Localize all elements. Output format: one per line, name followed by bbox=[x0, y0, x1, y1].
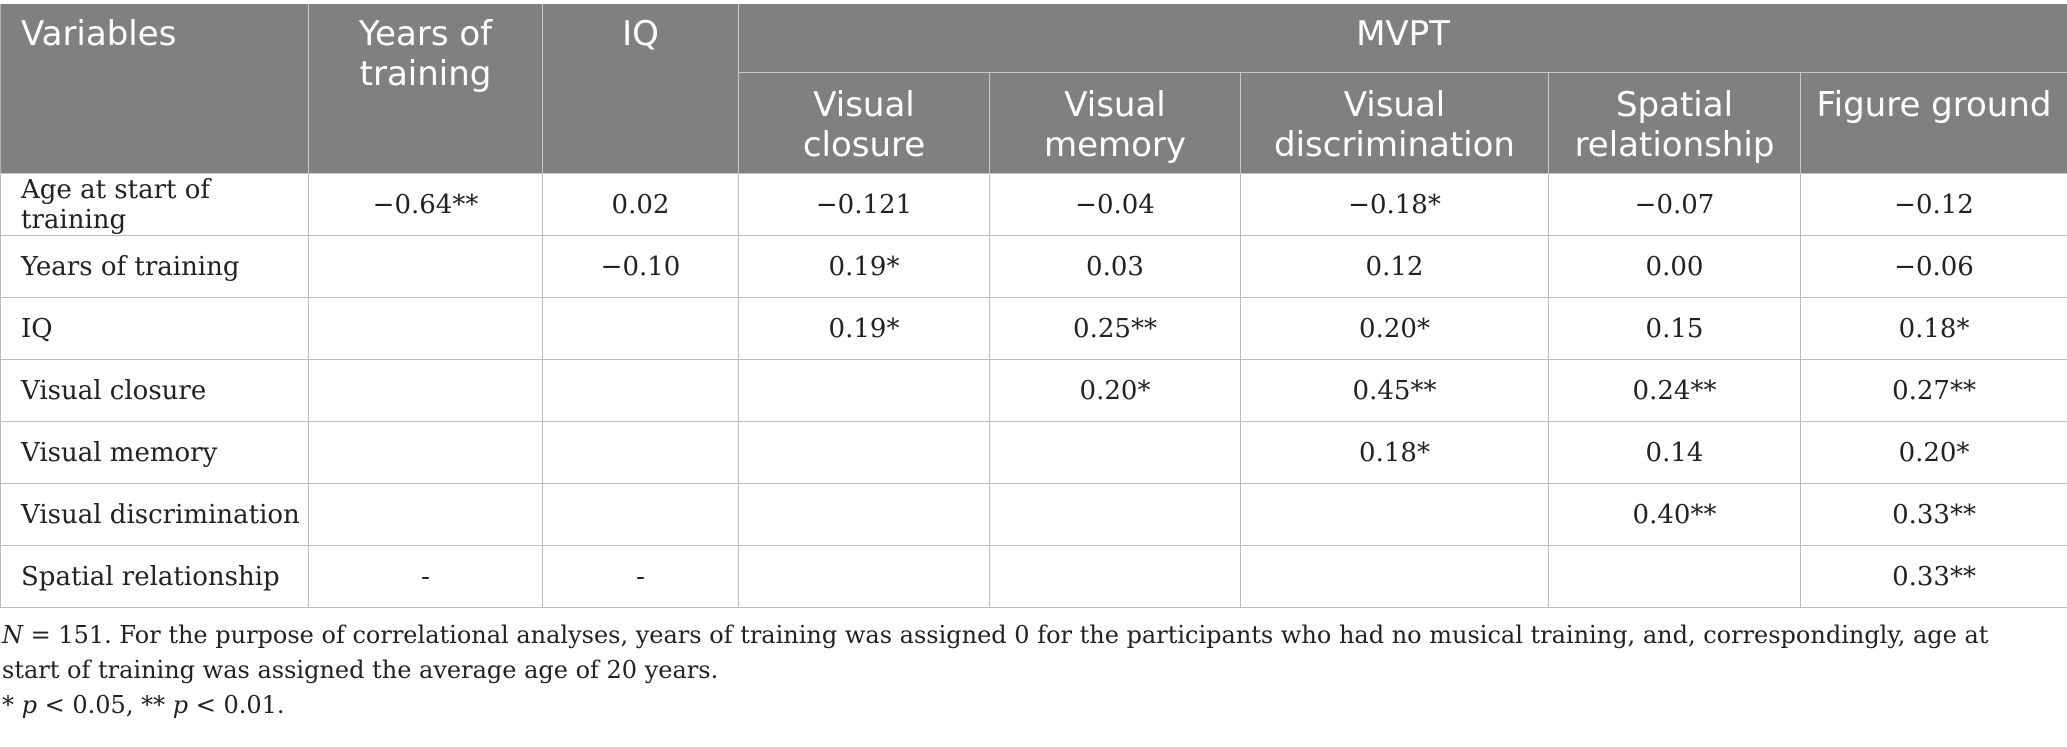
row-label: Visual closure bbox=[0, 359, 309, 422]
row-label: Visual memory bbox=[0, 421, 309, 484]
table-cell: −0.18* bbox=[1240, 173, 1549, 236]
table-cell: - bbox=[542, 545, 739, 608]
table-cell bbox=[1240, 545, 1549, 608]
p-symbol: p bbox=[21, 691, 38, 719]
table-cell bbox=[989, 545, 1241, 608]
significance-text-2: < 0.01. bbox=[188, 691, 285, 719]
table-cell bbox=[308, 421, 543, 484]
significance-note: * p < 0.05, ** p < 0.01. bbox=[2, 691, 285, 719]
table-cell bbox=[542, 421, 739, 484]
header-variables: Variables bbox=[0, 4, 309, 174]
table-cell: 0.40** bbox=[1548, 483, 1801, 546]
table-cell: −0.121 bbox=[738, 173, 990, 236]
table-cell: 0.20* bbox=[989, 359, 1241, 422]
table-row: Visual closure 0.20* 0.45** 0.24** 0.27*… bbox=[0, 359, 2067, 422]
table-cell bbox=[542, 297, 739, 360]
sample-size-text: = 151. For the purpose of correlational … bbox=[2, 621, 1989, 684]
table-cell bbox=[542, 359, 739, 422]
table-row: Years of training −0.10 0.19* 0.03 0.12 … bbox=[0, 235, 2067, 298]
sample-size-note: N = 151. For the purpose of correlationa… bbox=[2, 618, 2052, 688]
table-row: Visual discrimination 0.40** 0.33** bbox=[0, 483, 2067, 546]
table-row: Visual memory 0.18* 0.14 0.20* bbox=[0, 421, 2067, 484]
table-cell bbox=[989, 483, 1241, 546]
correlation-table: Variables Years of training IQ MVPT Visu… bbox=[0, 4, 2067, 608]
n-symbol: N bbox=[2, 621, 23, 649]
row-label: Years of training bbox=[0, 235, 309, 298]
row-label: Spatial relationship bbox=[0, 545, 309, 608]
table-cell bbox=[308, 359, 543, 422]
header-mvpt: MVPT bbox=[737, 4, 2067, 73]
header-spatial-relationship: Spatial relationship bbox=[1548, 72, 1801, 174]
header-iq: IQ bbox=[542, 4, 739, 174]
table-cell bbox=[1548, 545, 1801, 608]
table-cell: 0.14 bbox=[1548, 421, 1801, 484]
table-cell: 0.25** bbox=[989, 297, 1241, 360]
table-cell: −0.04 bbox=[989, 173, 1241, 236]
table-row: Age at start of training −0.64** 0.02 −0… bbox=[0, 173, 2067, 236]
table-row: Spatial relationship - - 0.33** bbox=[0, 545, 2067, 608]
table-cell bbox=[738, 545, 990, 608]
table-cell bbox=[738, 359, 990, 422]
table-cell: 0.33** bbox=[1799, 545, 2067, 608]
table-cell: 0.27** bbox=[1799, 359, 2067, 422]
row-label: Visual discrimination bbox=[0, 483, 309, 546]
p-symbol: p bbox=[172, 691, 189, 719]
significance-text-1: < 0.05, ** bbox=[37, 691, 173, 719]
table-cell: −0.06 bbox=[1799, 235, 2067, 298]
table-cell: 0.12 bbox=[1240, 235, 1549, 298]
table-cell: −0.10 bbox=[542, 235, 739, 298]
table-cell bbox=[989, 421, 1241, 484]
header-visual-closure: Visual closure bbox=[738, 72, 990, 174]
table-cell: 0.19* bbox=[738, 297, 990, 360]
header-years-of-training: Years of training bbox=[308, 4, 543, 174]
header-figure-ground: Figure ground bbox=[1799, 72, 2067, 174]
table-cell: 0.20* bbox=[1240, 297, 1549, 360]
table-cell: 0.24** bbox=[1548, 359, 1801, 422]
table-cell: 0.03 bbox=[989, 235, 1241, 298]
table-cell bbox=[542, 483, 739, 546]
table-cell: 0.00 bbox=[1548, 235, 1801, 298]
table-cell bbox=[308, 235, 543, 298]
header-visual-discrimination: Visual discrimination bbox=[1240, 72, 1549, 174]
table-cell: 0.19* bbox=[738, 235, 990, 298]
table-cell bbox=[308, 297, 543, 360]
header-visual-memory: Visual memory bbox=[989, 72, 1241, 174]
table-cell bbox=[308, 483, 543, 546]
header-row-sub: Visual closure Visual memory Visual disc… bbox=[1, 72, 2067, 174]
table-cell: −0.07 bbox=[1548, 173, 1801, 236]
table-cell: - bbox=[308, 545, 543, 608]
table-cell: 0.18* bbox=[1799, 297, 2067, 360]
table-cell: 0.20* bbox=[1799, 421, 2067, 484]
header-row-top: Variables Years of training IQ MVPT bbox=[0, 4, 2067, 174]
row-label: Age at start of training bbox=[0, 173, 309, 236]
table-cell: 0.15 bbox=[1548, 297, 1801, 360]
table-notes: N = 151. For the purpose of correlationa… bbox=[0, 618, 2058, 723]
table-cell bbox=[1240, 483, 1549, 546]
table-cell: 0.18* bbox=[1240, 421, 1549, 484]
table-cell: 0.33** bbox=[1799, 483, 2067, 546]
table-cell: −0.64** bbox=[308, 173, 543, 236]
table-cell: 0.45** bbox=[1240, 359, 1549, 422]
table-cell bbox=[738, 421, 990, 484]
table-cell: −0.12 bbox=[1799, 173, 2067, 236]
table-cell bbox=[738, 483, 990, 546]
table-row: IQ 0.19* 0.25** 0.20* 0.15 0.18* bbox=[0, 297, 2067, 360]
row-label: IQ bbox=[0, 297, 309, 360]
table-cell: 0.02 bbox=[542, 173, 739, 236]
correlation-table-figure: Variables Years of training IQ MVPT Visu… bbox=[0, 4, 2067, 723]
